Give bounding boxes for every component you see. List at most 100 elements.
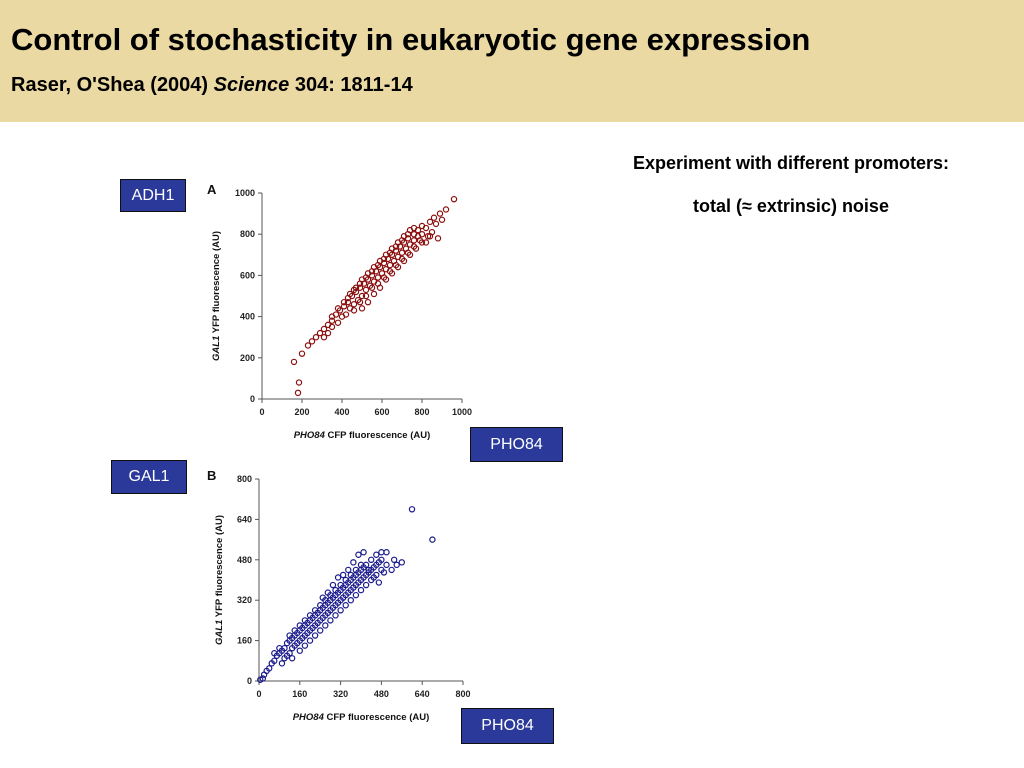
data-point [370,290,378,298]
noise-note-pre: total ( [693,196,743,216]
data-point [288,655,296,662]
data-point [382,251,390,258]
data-point [291,627,298,634]
data-point [337,581,344,589]
y-tick-label: 800 [240,229,255,239]
data-point [342,576,349,584]
y-tick-label: 480 [237,555,252,565]
y-tick-label: 200 [240,353,255,363]
data-point [358,305,366,312]
data-point [357,561,365,569]
data-point [436,210,444,217]
data-point [390,556,398,564]
data-point [342,311,350,318]
data-point [340,303,348,310]
data-point [362,292,370,300]
data-point [422,239,430,246]
data-point [324,329,332,337]
data-point [355,551,362,558]
data-point [418,239,426,246]
citation: Raser, O'Shea (2004) Science 304: 1811-1… [11,74,413,97]
x-axis-label: PHO84 CFP fluorescence (AU) [293,712,430,723]
data-point [362,581,370,589]
data-point [388,566,395,574]
data-point [350,307,358,314]
data-point [410,237,418,244]
promoter-label-pho84-b: PHO84 [461,708,554,744]
data-point [434,235,442,242]
data-point [322,622,329,629]
data-point [276,644,283,652]
y-tick-label: 600 [240,270,255,280]
data-point [378,549,385,556]
y-tick-label: 640 [237,514,252,524]
x-tick-label: 0 [256,689,261,699]
citation-reference: 304: 1811-14 [289,74,413,96]
y-axis-label: GAL1 YFP fluorescence (AU) [214,515,225,645]
x-tick-label: 600 [374,407,389,417]
y-axis-label-rest: YFP fluorescence (AU) [211,231,222,336]
y-axis-label-italic: GAL1 [214,620,225,645]
data-point [406,251,414,258]
data-point [328,317,336,324]
x-tick-label: 400 [334,407,349,417]
data-point [312,334,320,341]
data-point [450,195,458,203]
y-tick-label: 1000 [235,188,255,198]
x-tick-label: 640 [415,689,430,699]
data-point [350,559,357,566]
approx-symbol: ≈ [742,196,752,216]
data-point [365,566,372,574]
experiment-note: Experiment with different promoters: [632,153,950,173]
data-point [394,263,402,271]
data-point [422,224,430,232]
data-point [406,226,414,234]
x-tick-label: 0 [259,407,264,417]
data-point [400,257,408,265]
x-tick-label: 160 [292,689,307,699]
data-point [298,350,306,357]
data-point [382,276,390,283]
data-point [376,257,384,265]
data-point [327,617,334,624]
data-point [393,561,400,569]
data-point [352,566,360,574]
data-point [286,650,293,657]
data-point [347,571,354,579]
y-tick-label: 800 [237,474,252,484]
data-point [357,586,365,594]
y-tick-label: 400 [240,312,255,322]
data-point [442,206,450,213]
data-point [342,602,349,609]
data-point [296,622,303,629]
promoter-label-adh1: ADH1 [120,179,186,212]
data-point [296,647,303,654]
data-point [329,581,337,589]
y-tick-label: 320 [237,595,252,605]
data-point [301,642,309,649]
data-point [378,556,385,564]
data-point [376,284,384,291]
data-point [319,594,326,601]
data-point [328,313,336,320]
citation-authors: Raser, O'Shea (2004) [11,74,214,96]
data-point [386,261,394,269]
citation-journal: Science [213,74,290,96]
data-point [383,549,390,556]
data-point [339,571,347,579]
x-axis-label: PHO84 CFP fluorescence (AU) [294,430,431,441]
data-point [429,536,436,543]
data-point [345,566,352,574]
data-point [347,597,354,604]
data-point [394,239,402,246]
x-tick-label: 800 [414,407,429,417]
data-point [316,329,324,337]
data-point [370,574,377,581]
x-axis-label-italic: PHO84 [293,712,325,723]
data-point [352,284,360,291]
y-axis-label: GAL1 YFP fluorescence (AU) [211,231,222,361]
data-point [364,298,372,306]
data-point [320,334,328,341]
data-point [334,574,342,581]
noise-note-post: extrinsic) noise [751,196,889,216]
